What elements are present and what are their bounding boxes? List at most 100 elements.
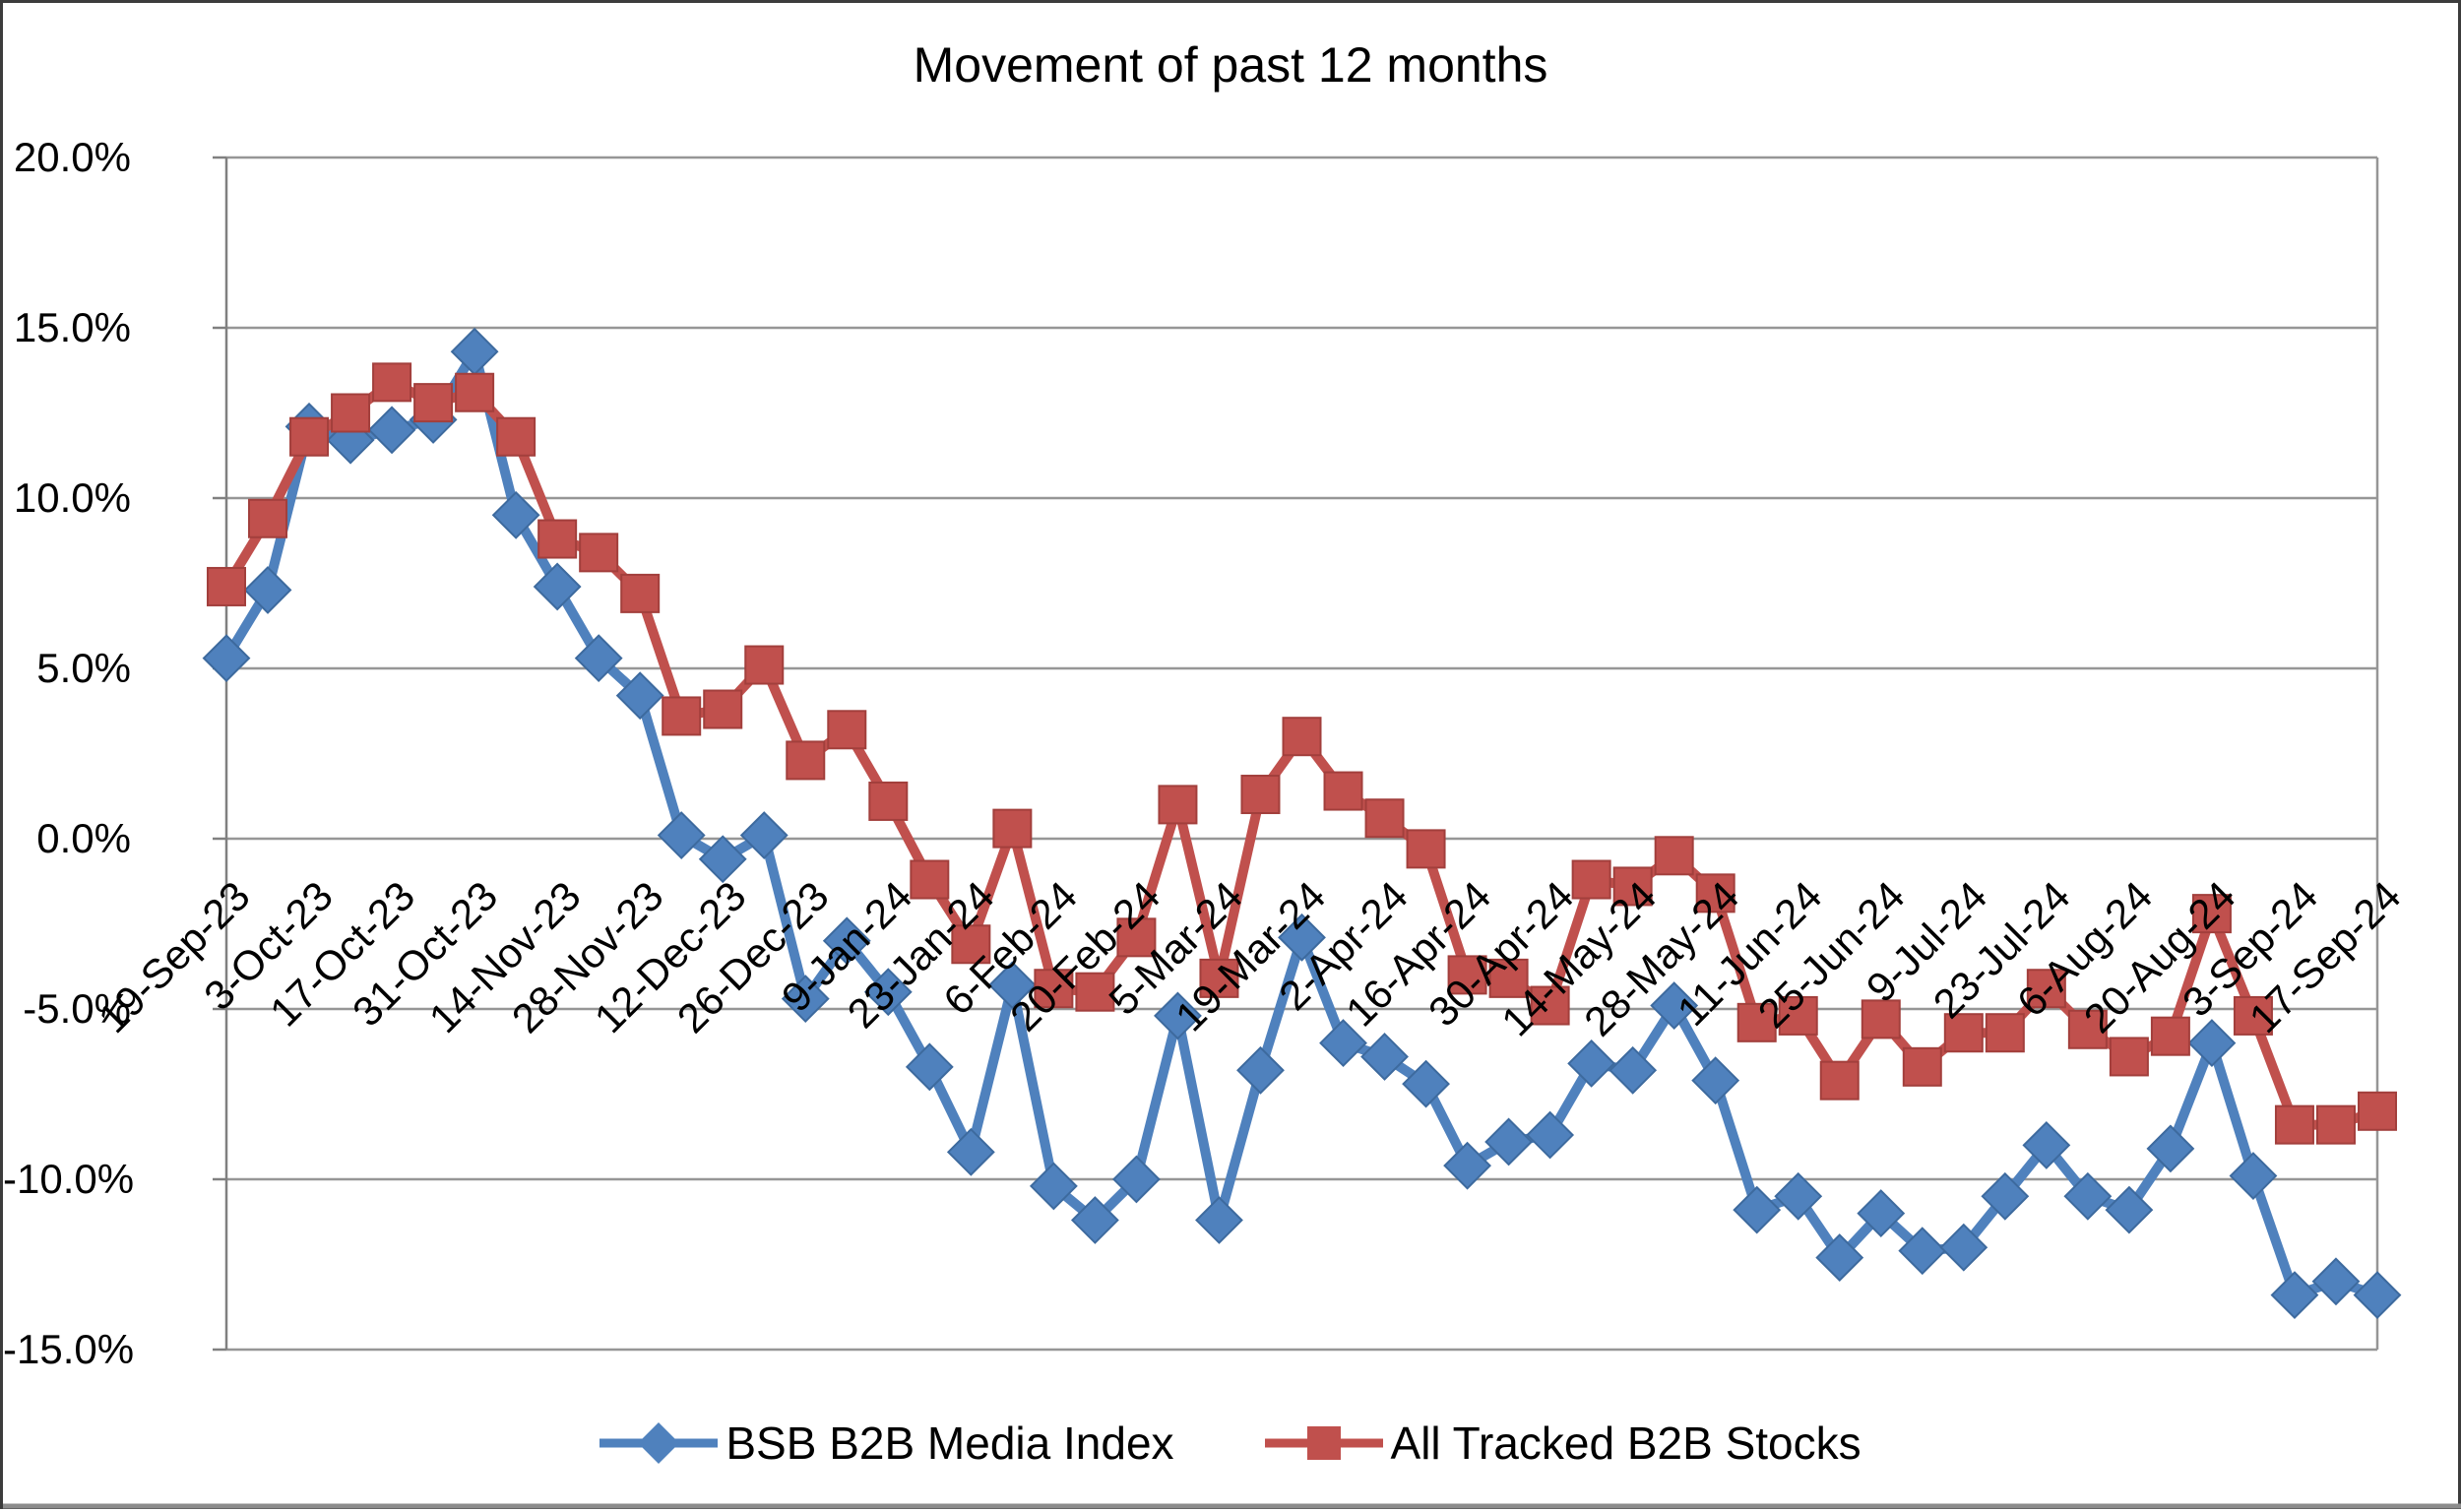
data-point-marker-square xyxy=(1571,859,1611,900)
data-point-marker-diamond xyxy=(1815,1233,1864,1282)
y-axis-tick-label: 5.0% xyxy=(36,645,131,691)
data-point-marker-square xyxy=(1695,873,1735,914)
data-point-marker-square xyxy=(620,573,661,613)
data-point-marker-diamond xyxy=(491,490,540,539)
data-point-marker-square xyxy=(2067,1009,2108,1049)
y-axis-tick-label: 10.0% xyxy=(13,474,131,521)
y-axis-tick-label: -5.0% xyxy=(23,985,131,1032)
legend-item-label: All Tracked B2B Stocks xyxy=(1390,1418,1862,1469)
data-point-marker-square xyxy=(1985,1013,2025,1053)
data-point-marker-diamond xyxy=(1236,1045,1285,1095)
data-point-marker-square xyxy=(1943,1013,1984,1053)
data-point-marker-diamond xyxy=(1691,1056,1740,1105)
chart-title: Movement of past 12 months xyxy=(913,37,1548,93)
data-point-marker-square xyxy=(1034,969,1074,1009)
y-axis-tick-label: 20.0% xyxy=(13,134,131,180)
data-point-marker-diamond xyxy=(1567,1039,1616,1088)
data-point-marker-square xyxy=(331,393,371,433)
data-point-marker-diamond xyxy=(1484,1117,1534,1166)
data-point-marker-square xyxy=(455,372,495,412)
data-point-marker-diamond xyxy=(450,327,499,376)
data-point-marker-diamond xyxy=(1774,1171,1823,1221)
data-point-marker-square xyxy=(1406,829,1446,869)
data-point-marker-square xyxy=(1447,955,1487,995)
data-point-marker-square xyxy=(1736,1002,1777,1042)
data-point-marker-diamond xyxy=(615,671,664,721)
data-point-marker-diamond xyxy=(574,634,623,683)
data-point-marker-square xyxy=(248,498,288,538)
data-point-marker-diamond xyxy=(822,916,871,966)
data-point-marker-diamond xyxy=(657,811,706,859)
data-point-marker-square xyxy=(2315,1104,2356,1145)
data-point-marker-square xyxy=(1530,985,1570,1026)
data-point-marker-diamond xyxy=(2229,1152,2278,1200)
data-point-marker-diamond xyxy=(987,961,1037,1010)
data-point-marker-square xyxy=(496,416,536,457)
data-point-marker-square xyxy=(207,566,246,606)
data-point-marker-square xyxy=(2026,969,2066,1009)
data-point-marker-square xyxy=(2191,894,2232,934)
legend-diamond-marker-icon xyxy=(599,1422,719,1464)
data-point-marker-diamond xyxy=(2146,1124,2195,1173)
y-axis-tick-label: 0.0% xyxy=(36,815,131,861)
data-point-marker-diamond xyxy=(863,968,913,1017)
data-point-marker-square xyxy=(2274,1104,2314,1145)
data-point-marker-diamond xyxy=(698,835,747,884)
data-point-marker-diamond xyxy=(367,406,416,455)
data-point-marker-diamond xyxy=(202,634,251,683)
data-point-marker-diamond xyxy=(2270,1271,2319,1320)
legend: BSB B2B Media Index All Tracked B2B Stock… xyxy=(3,1409,2458,1478)
data-point-marker-square xyxy=(2109,1037,2149,1077)
data-point-marker-diamond xyxy=(2353,1271,2402,1320)
data-point-marker-diamond xyxy=(1360,1033,1409,1081)
data-point-marker-diamond xyxy=(1733,1185,1782,1234)
data-point-marker-square xyxy=(372,362,412,403)
legend-item-label: BSB B2B Media Index xyxy=(726,1418,1174,1469)
data-point-marker-diamond xyxy=(905,1042,954,1092)
data-point-marker-square xyxy=(662,696,702,736)
data-point-marker-diamond xyxy=(533,562,582,611)
data-point-marker-square xyxy=(1075,972,1115,1012)
data-point-marker-square xyxy=(1364,798,1405,839)
data-point-marker-square xyxy=(868,781,909,821)
series-bsb-b2b-media-index xyxy=(202,327,2402,1320)
data-point-marker-square xyxy=(1158,785,1198,825)
y-axis-tick-label: -15.0% xyxy=(3,1326,135,1372)
data-point-marker-square xyxy=(744,645,785,685)
data-point-marker-diamond xyxy=(1526,1110,1575,1160)
data-point-marker-diamond xyxy=(1029,1162,1078,1211)
data-point-marker-square xyxy=(1861,999,1901,1040)
legend-square-marker-icon xyxy=(1264,1426,1383,1460)
data-point-marker-square xyxy=(1612,866,1653,907)
data-point-marker-diamond xyxy=(2063,1171,2113,1221)
data-point-marker-diamond xyxy=(1070,1196,1119,1244)
data-point-marker-square xyxy=(786,740,826,781)
data-point-marker-square xyxy=(1778,995,1818,1036)
y-axis-tick-label: -10.0% xyxy=(3,1156,135,1202)
plot-area xyxy=(3,156,2461,1509)
data-point-marker-diamond xyxy=(2022,1120,2071,1169)
data-point-marker-diamond xyxy=(1981,1171,2030,1221)
data-point-marker-square xyxy=(1199,958,1239,998)
data-point-marker-diamond xyxy=(1402,1059,1450,1108)
data-point-marker-diamond xyxy=(1154,991,1202,1040)
data-point-marker-square xyxy=(2233,995,2273,1036)
data-point-marker-square xyxy=(1488,958,1529,998)
data-point-marker-diamond xyxy=(2311,1257,2361,1306)
data-point-marker-diamond xyxy=(739,811,789,859)
data-point-marker-diamond xyxy=(1857,1189,1906,1238)
data-point-marker-square xyxy=(992,808,1033,849)
data-point-marker-square xyxy=(827,710,867,750)
data-point-marker-square xyxy=(413,383,454,423)
data-point-marker-square xyxy=(1654,836,1694,876)
data-point-marker-square xyxy=(579,533,619,573)
data-point-marker-diamond xyxy=(1443,1141,1491,1190)
data-point-marker-square xyxy=(2150,1016,2190,1056)
data-point-marker-diamond xyxy=(1112,1155,1161,1204)
data-point-marker-square xyxy=(537,519,578,559)
data-point-marker-square xyxy=(1819,1060,1860,1101)
data-point-marker-square xyxy=(1116,917,1157,958)
legend-item: BSB B2B Media Index xyxy=(599,1417,1174,1470)
data-point-marker-diamond xyxy=(1195,1196,1243,1244)
